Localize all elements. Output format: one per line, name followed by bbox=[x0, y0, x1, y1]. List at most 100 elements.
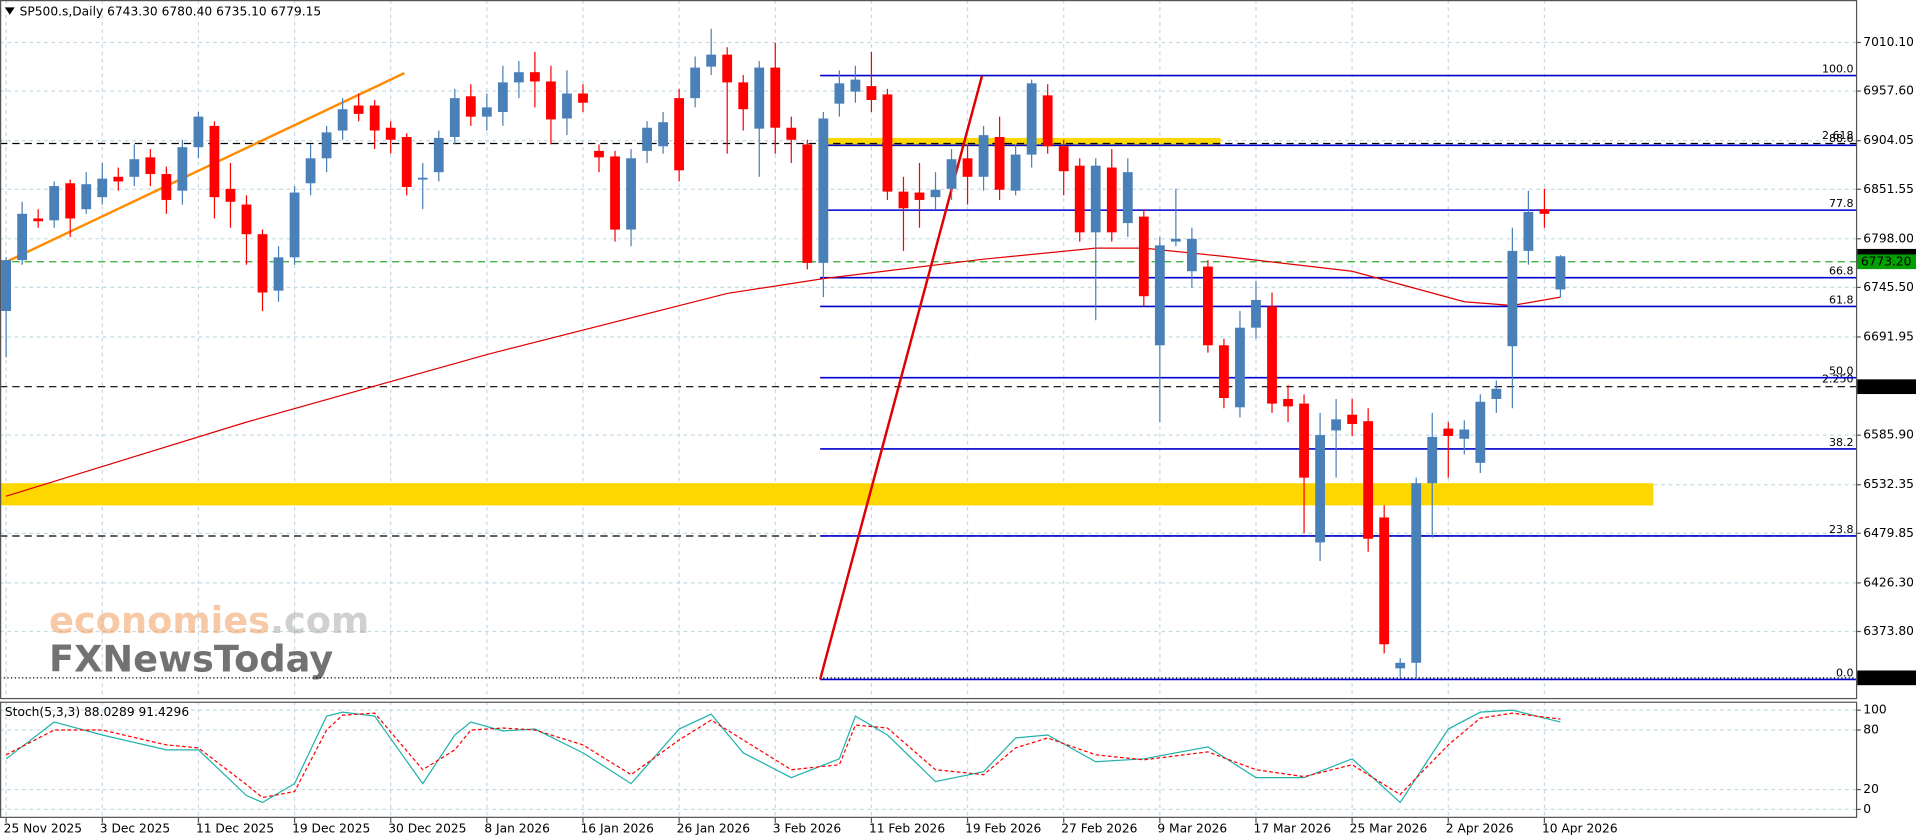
x-tick-label: 16 Jan 2026 bbox=[581, 821, 655, 835]
watermark: economies.com bbox=[49, 599, 369, 642]
candle-body bbox=[33, 218, 44, 222]
candle-body bbox=[610, 156, 620, 230]
h-line-label: 2.250 bbox=[1822, 372, 1854, 385]
candle-body bbox=[81, 184, 92, 210]
candle-body bbox=[1251, 299, 1261, 328]
y-tick-label: 7010.10 bbox=[1863, 35, 1914, 49]
candle-body bbox=[145, 157, 156, 175]
y-tick-label: 6745.50 bbox=[1863, 280, 1914, 294]
candle-body bbox=[594, 150, 604, 158]
x-tick-label: 11 Feb 2026 bbox=[869, 821, 945, 835]
candle-body bbox=[850, 79, 861, 92]
candle-body bbox=[1235, 327, 1245, 408]
fibo-label: 100.0 bbox=[1822, 62, 1854, 75]
candle-body bbox=[1539, 209, 1550, 214]
x-tick-label: 3 Feb 2026 bbox=[773, 821, 842, 835]
candle-body bbox=[49, 186, 60, 221]
candle-body bbox=[1090, 165, 1101, 233]
fibo-label: 38.2 bbox=[1829, 436, 1854, 449]
price-marker-label: 6323.73 bbox=[1861, 670, 1912, 684]
candle-body bbox=[1, 260, 12, 312]
x-tick-label: 26 Jan 2026 bbox=[677, 821, 751, 835]
candle-body bbox=[722, 54, 733, 83]
x-tick-label: 3 Dec 2025 bbox=[100, 821, 170, 835]
candle-body bbox=[1315, 435, 1325, 543]
y-tick-label: 6373.80 bbox=[1863, 624, 1914, 638]
candle-body bbox=[1427, 436, 1438, 484]
candle-body bbox=[161, 174, 172, 200]
candle-body bbox=[369, 105, 380, 131]
candle-body bbox=[1475, 401, 1486, 463]
watermark-domain: .com bbox=[270, 599, 369, 642]
candle-body bbox=[497, 82, 508, 113]
price-marker bbox=[1857, 379, 1916, 395]
candle-body bbox=[433, 137, 444, 173]
candle-body bbox=[417, 177, 428, 180]
candle-body bbox=[898, 191, 909, 209]
price-marker bbox=[1857, 254, 1916, 270]
x-tick-label: 19 Feb 2026 bbox=[965, 821, 1041, 835]
candle-body bbox=[882, 94, 893, 192]
candle-body bbox=[1379, 517, 1390, 645]
candle-body bbox=[113, 176, 124, 182]
candle-body bbox=[530, 72, 540, 82]
stoch-y-tick-label: 80 bbox=[1863, 723, 1879, 737]
candle-body bbox=[129, 159, 140, 177]
stoch-frame bbox=[0, 701, 1858, 818]
candle-body bbox=[1443, 428, 1454, 436]
candle-body bbox=[818, 118, 829, 263]
candle-body bbox=[834, 83, 845, 104]
candle-body bbox=[513, 72, 524, 83]
x-tick-label: 17 Mar 2026 bbox=[1254, 821, 1332, 835]
candle-body bbox=[225, 188, 236, 202]
candle-body bbox=[465, 96, 476, 117]
candle-body bbox=[658, 122, 669, 147]
y-tick-label: 6532.35 bbox=[1863, 477, 1914, 491]
x-tick-label: 25 Mar 2026 bbox=[1350, 821, 1428, 835]
candle-body bbox=[578, 93, 588, 103]
candle-body bbox=[738, 82, 749, 110]
price-marker-label: 6638.26 bbox=[1861, 379, 1912, 393]
candle-body bbox=[994, 136, 1005, 190]
fibo-label: 88.6 bbox=[1829, 132, 1854, 145]
candle-body bbox=[1074, 165, 1085, 233]
candle-body bbox=[866, 86, 877, 100]
candle-body bbox=[978, 135, 989, 177]
candle-body bbox=[1203, 266, 1213, 346]
candle-body bbox=[1555, 256, 1566, 290]
candle-body bbox=[65, 183, 76, 219]
candle-body bbox=[674, 98, 685, 171]
candle-body bbox=[17, 213, 28, 261]
price-marker-label: 6773.20 bbox=[1861, 254, 1912, 268]
candle-body bbox=[754, 67, 765, 129]
y-tick-label: 6851.55 bbox=[1863, 182, 1914, 196]
candle-body bbox=[1411, 483, 1422, 663]
main-frame bbox=[0, 0, 1858, 700]
stoch-label: Stoch(5,3,3) 88.0289 91.4296 bbox=[5, 705, 189, 719]
candle-body bbox=[1299, 403, 1309, 478]
candle-body bbox=[1347, 414, 1358, 424]
candle-body bbox=[385, 127, 396, 140]
candle-body bbox=[1042, 95, 1053, 147]
candle-body bbox=[193, 116, 204, 148]
candle-body bbox=[353, 105, 364, 114]
y-tick-label: 6798.00 bbox=[1863, 231, 1914, 245]
candle-body bbox=[706, 54, 717, 67]
candle-body bbox=[257, 234, 268, 293]
x-tick-label: 10 Apr 2026 bbox=[1542, 821, 1618, 835]
candle-body bbox=[289, 192, 300, 258]
menu-triangle[interactable] bbox=[4, 7, 15, 15]
trendline bbox=[5, 72, 405, 264]
candle-body bbox=[642, 127, 652, 151]
candle-body bbox=[802, 144, 813, 263]
candle-body bbox=[177, 147, 188, 191]
candle-body bbox=[241, 204, 252, 235]
candle-body bbox=[1219, 345, 1229, 399]
fibo-label: 50.0 bbox=[1829, 365, 1854, 378]
fibo-label: 77.8 bbox=[1829, 197, 1854, 210]
candle-body bbox=[562, 93, 572, 119]
x-tick-label: 9 Mar 2026 bbox=[1157, 821, 1227, 835]
